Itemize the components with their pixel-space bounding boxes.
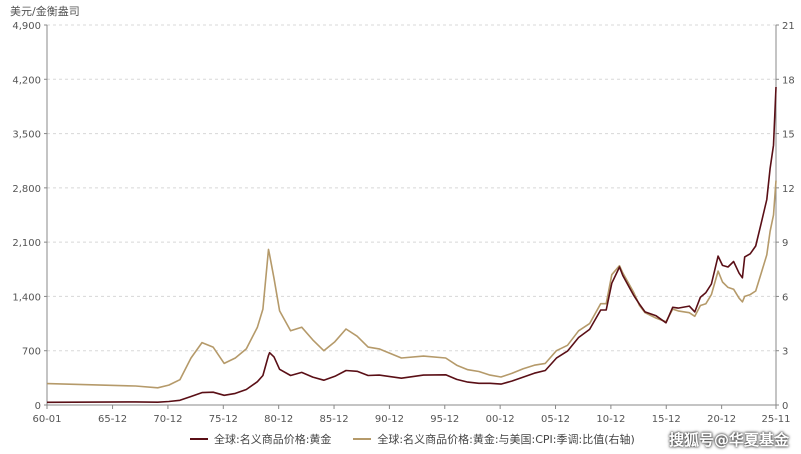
legend-item-real: 全球:名义商品价格:黄金:与美国:CPI:季调:比值(右轴) [353, 431, 635, 447]
legend-label-real: 全球:名义商品价格:黄金:与美国:CPI:季调:比值(右轴) [377, 433, 635, 446]
y-left-tick-label: 4,200 [12, 75, 41, 86]
x-tick-label: 15-12 [652, 414, 681, 425]
y-left-tick-label: 700 [22, 347, 41, 358]
x-tick-label: 25-11 [761, 414, 790, 425]
x-tick-label: 10-12 [596, 414, 625, 425]
gridlines [47, 24, 776, 352]
x-tick-label: 70-12 [153, 414, 182, 425]
y-right-tick-label: 9 [782, 238, 788, 249]
series-lines [46, 86, 777, 404]
watermark: 搜狐号@华夏基金 [668, 431, 789, 449]
x-tick-label: 85-12 [320, 414, 349, 425]
legend-swatch-real [353, 438, 372, 440]
x-tick-label: 90-12 [375, 414, 404, 425]
x-tick-label: 95-12 [430, 414, 459, 425]
y-right-tick-label: 3 [782, 347, 788, 358]
y-axis-unit-label: 美元/金衡盎司 [10, 5, 80, 18]
x-tick-label: 05-12 [541, 414, 570, 425]
legend-label-nominal: 全球:名义商品价格:黄金 [214, 433, 332, 446]
axes [44, 24, 779, 409]
y-left-tick-label: 2,800 [12, 184, 41, 195]
y-left-tick-label: 4,900 [12, 21, 41, 32]
legend: 全球:名义商品价格:黄金 全球:名义商品价格:黄金:与美国:CPI:季调:比值(… [190, 431, 635, 447]
y-right-tick-label: 21 [782, 21, 795, 32]
x-tick-label: 65-12 [98, 414, 127, 425]
x-tick-label: 80-12 [264, 414, 293, 425]
y-right-tick-label: 18 [782, 75, 795, 86]
series-line-nominal [46, 86, 777, 404]
legend-swatch-nominal [190, 438, 208, 440]
y-right-tick-label: 15 [782, 130, 795, 141]
x-tick-label: 20-12 [707, 414, 736, 425]
y-left-tick-label: 0 [35, 401, 41, 412]
y-left-tick-label: 3,500 [12, 130, 41, 141]
x-tick-label: 75-12 [209, 414, 238, 425]
tick-labels: 0 700 1,400 2,100 2,800 3,500 4,200 4,900 0 3 6 9 12… [12, 21, 794, 425]
x-tick-label: 60-01 [32, 414, 61, 425]
y-right-tick-label: 6 [782, 292, 788, 303]
y-left-tick-label: 2,100 [12, 238, 41, 249]
y-left-tick-label: 1,400 [12, 292, 41, 303]
legend-item-nominal: 全球:名义商品价格:黄金 [190, 431, 331, 447]
series-line-real [46, 180, 777, 389]
y-right-tick-label: 12 [782, 184, 795, 195]
y-right-tick-label: 0 [782, 401, 788, 412]
x-tick-label: 00-12 [486, 414, 515, 425]
